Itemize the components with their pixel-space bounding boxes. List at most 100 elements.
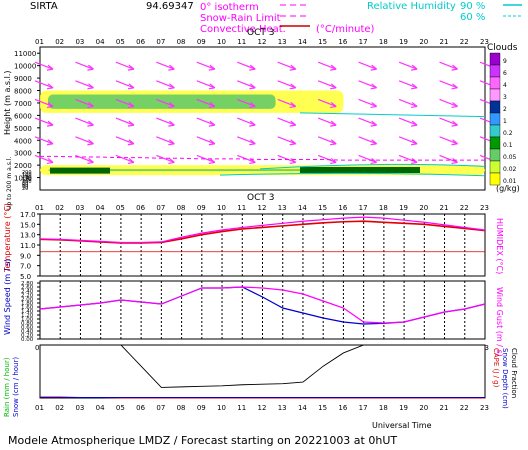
humidex-axis-label: HUMIDEX (°C) (495, 218, 504, 274)
wind-tick-label: 1.80 (21, 301, 34, 307)
hour-label: 13 (278, 204, 287, 212)
hour-label: 20 (419, 38, 428, 46)
wind-arrowhead (330, 139, 337, 146)
wind-arrow (398, 154, 418, 163)
wind-arrowhead (249, 83, 256, 90)
height-tick-label: 11000 (14, 50, 36, 58)
hour-label: 08 (177, 204, 186, 212)
hour-label: 19 (399, 404, 408, 412)
cloud-core (48, 169, 382, 172)
hour-label: 06 (136, 404, 145, 412)
wind-arrow (317, 61, 337, 70)
scale-label: 0.2 (503, 130, 513, 137)
wind-arrow (317, 117, 337, 126)
wind-tick-label: 0.80 (21, 321, 34, 327)
cloud-core-dense (300, 166, 420, 173)
wind-arrow (196, 154, 216, 163)
wind-arrowhead (87, 101, 94, 109)
wind-arrow (439, 136, 458, 145)
scale-swatch (489, 52, 501, 66)
hour-label: 12 (258, 204, 267, 212)
series-line-1 (39, 216, 486, 244)
wind-arrow (115, 80, 135, 89)
wind-arrow (358, 154, 377, 163)
wind-arrow (75, 117, 94, 126)
hour-label: 09 (197, 38, 206, 46)
wind-arrow (317, 136, 337, 145)
hour-label: 22 (460, 204, 469, 212)
hour-label: 04 (96, 38, 105, 46)
lower-tick-label: 120 (22, 177, 32, 183)
lower-tick-label: 20 (22, 186, 28, 192)
scale-swatch (489, 136, 501, 150)
wind-arrowhead (451, 120, 458, 127)
wind-arrowhead (410, 64, 418, 71)
hour-label: 20 (419, 204, 428, 212)
wind-tick-label: 0.40 (21, 329, 34, 335)
clouds-scale-unit: (g/kg) (496, 184, 520, 193)
hour-label: 07 (156, 204, 165, 212)
wind-arrowhead (410, 120, 418, 127)
legend-convective-unit: (°C/minute) (316, 24, 375, 35)
scale-swatch (489, 100, 501, 114)
scale-label: 0.01 (503, 178, 517, 185)
wind-arrow (196, 117, 216, 126)
hour-label: 23 (480, 38, 489, 46)
cloud-fraction-line (40, 344, 485, 388)
wind-arrowhead (451, 101, 458, 109)
snow-depth-axis-label: Snow Depth (cm) (501, 348, 509, 409)
hour-label: 05 (116, 404, 125, 412)
wind-arrow (34, 80, 54, 89)
wind-arrowhead (208, 83, 216, 90)
wind-arrow (317, 154, 337, 163)
height-tick-label: 10000 (14, 63, 36, 71)
hour-label: 20 (419, 404, 428, 412)
hour-label: 08 (177, 404, 186, 412)
hour-label: 16 (338, 404, 347, 412)
wind-arrow (34, 98, 54, 108)
legend-isotherm: 0° isotherm (200, 2, 259, 13)
wind-tick-label: 1.00 (21, 317, 34, 323)
hour-label: 19 (399, 38, 408, 46)
cloud-layers (40, 90, 485, 176)
wind-arrow (277, 98, 296, 108)
height-tick-label: 1000 (14, 175, 32, 183)
wind-arrow (115, 61, 135, 70)
wind-tick-label: 2.00 (21, 297, 34, 303)
scale-label: 0.1 (503, 142, 513, 149)
temperature-lines: 5.0 7.0 9.0 11.0 13.0 15.0 17.0 (20, 211, 486, 281)
wind-arrowhead (208, 120, 216, 127)
wind-arrowhead (370, 83, 378, 90)
wind-arrow (237, 80, 256, 89)
wind-tick-label: 1.40 (21, 309, 34, 315)
wind-arrow (237, 117, 256, 126)
hour-label: 01 (35, 404, 44, 412)
temp-tick-label: 5.0 (20, 273, 31, 281)
height-tick-label: 5000 (14, 125, 32, 133)
wind-arrow (358, 117, 377, 126)
wind-lines: 0.000.200.400.600.801.001.201.401.601.80… (21, 281, 486, 343)
wind-arrow (439, 61, 458, 70)
wind-arrow (358, 136, 377, 145)
scale-swatch (489, 160, 501, 174)
rh-contour (219, 172, 486, 177)
wind-arrow (398, 117, 418, 126)
wind-arrow (34, 154, 54, 163)
wind-arrow (398, 80, 418, 89)
x-axis-label: Universal Time (372, 421, 432, 430)
scale-label: 3 (503, 94, 507, 101)
hour-label: 05 (116, 204, 125, 212)
temp-tick-label: 11.0 (20, 242, 36, 250)
hour-label: 08 (177, 38, 186, 46)
wind-arrow (398, 61, 418, 70)
wind-arrow (115, 117, 135, 126)
scale-label: 6 (503, 70, 507, 77)
hour-label: 17 (359, 38, 368, 46)
wind-arrow (439, 98, 458, 108)
wind-arrow (156, 98, 175, 108)
wind-arrowhead (410, 139, 418, 146)
hour-label: 11 (237, 204, 246, 212)
wind-arrow (156, 154, 175, 163)
hour-label: 06 (136, 38, 145, 46)
